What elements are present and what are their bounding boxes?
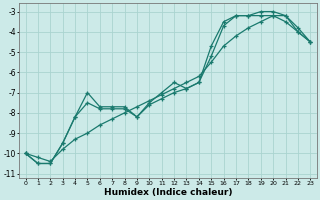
X-axis label: Humidex (Indice chaleur): Humidex (Indice chaleur) bbox=[104, 188, 232, 197]
